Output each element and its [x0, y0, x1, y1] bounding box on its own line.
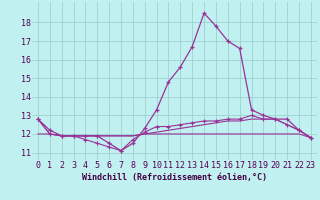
X-axis label: Windchill (Refroidissement éolien,°C): Windchill (Refroidissement éolien,°C): [82, 173, 267, 182]
